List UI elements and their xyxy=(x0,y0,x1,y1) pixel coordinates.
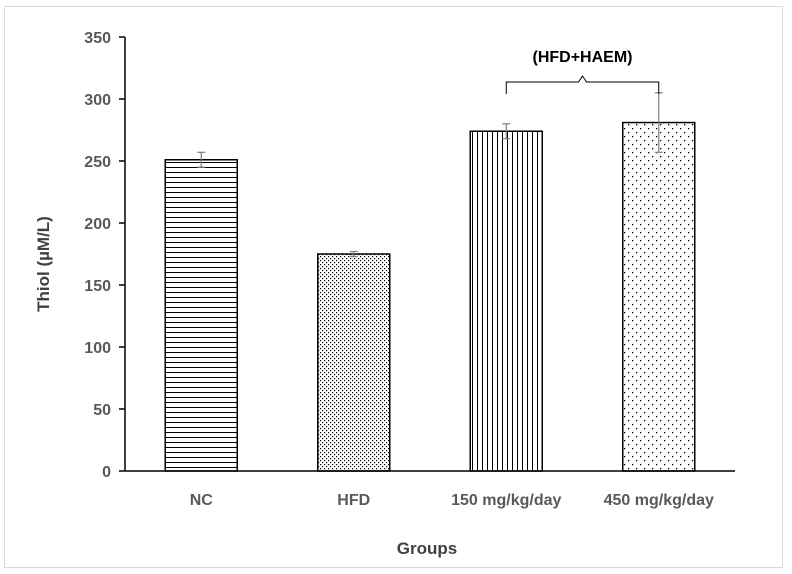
bar-nc xyxy=(164,159,238,472)
bracket-label: (HFD+HAEM) xyxy=(533,49,633,66)
y-tick-label: 250 xyxy=(84,154,111,171)
y-tick-label: 300 xyxy=(84,92,111,109)
x-tick-label: 150 mg/kg/day xyxy=(451,492,561,509)
x-tick-label: NC xyxy=(190,492,214,509)
bar-150-mg-kg-day xyxy=(469,130,543,472)
bar-450-mg-kg-day xyxy=(622,121,696,472)
y-tick-label: 350 xyxy=(84,30,111,47)
bar-hfd xyxy=(317,253,391,472)
error-bars xyxy=(197,92,663,258)
y-axis-ticks: 0 50 100 150 200 250 300 350 xyxy=(84,30,125,481)
x-axis-title: Groups xyxy=(397,539,457,558)
y-tick-label: 0 xyxy=(102,464,111,481)
x-tick-label: 450 mg/kg/day xyxy=(604,492,714,509)
y-axis-title: Thiol (µM/L) xyxy=(34,216,53,312)
bars xyxy=(164,121,696,472)
y-tick-label: 50 xyxy=(93,402,111,419)
y-tick-label: 200 xyxy=(84,216,111,233)
x-axis-labels: NC HFD 150 mg/kg/day 450 mg/kg/day xyxy=(190,492,714,509)
y-tick-label: 150 xyxy=(84,278,111,295)
x-tick-label: HFD xyxy=(337,492,370,509)
group-bracket xyxy=(505,75,660,94)
y-tick-label: 100 xyxy=(84,340,111,357)
